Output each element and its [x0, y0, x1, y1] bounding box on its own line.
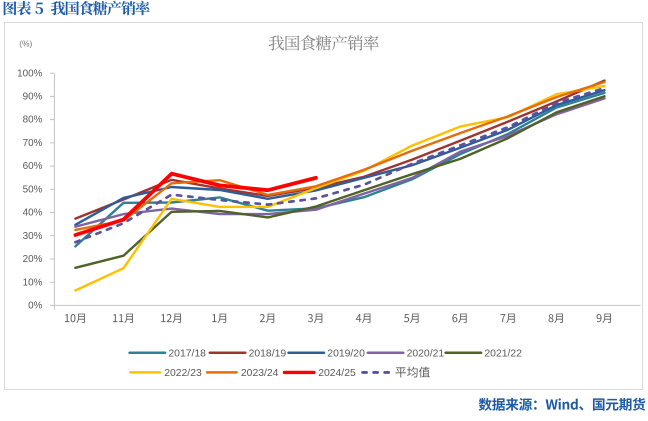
svg-text:(%): (%)	[19, 38, 32, 48]
svg-text:30%: 30%	[23, 231, 43, 242]
svg-text:2023/24: 2023/24	[241, 368, 279, 379]
svg-text:2022/23: 2022/23	[164, 368, 202, 379]
svg-text:90%: 90%	[23, 92, 43, 103]
svg-text:100%: 100%	[17, 68, 42, 79]
svg-text:70%: 70%	[23, 138, 43, 149]
svg-text:2024/25: 2024/25	[318, 368, 356, 379]
svg-text:0%: 0%	[28, 301, 42, 312]
svg-text:80%: 80%	[23, 115, 43, 126]
svg-text:10%: 10%	[23, 277, 43, 288]
svg-text:60%: 60%	[23, 161, 43, 172]
svg-text:2019/20: 2019/20	[327, 348, 365, 359]
svg-text:2020/21: 2020/21	[407, 348, 445, 359]
svg-text:50%: 50%	[23, 184, 43, 195]
svg-text:40%: 40%	[23, 208, 43, 219]
svg-text:2018/19: 2018/19	[249, 348, 287, 359]
svg-text:2017/18: 2017/18	[168, 348, 206, 359]
svg-text:2021/22: 2021/22	[484, 348, 522, 359]
svg-text:20%: 20%	[23, 254, 43, 265]
